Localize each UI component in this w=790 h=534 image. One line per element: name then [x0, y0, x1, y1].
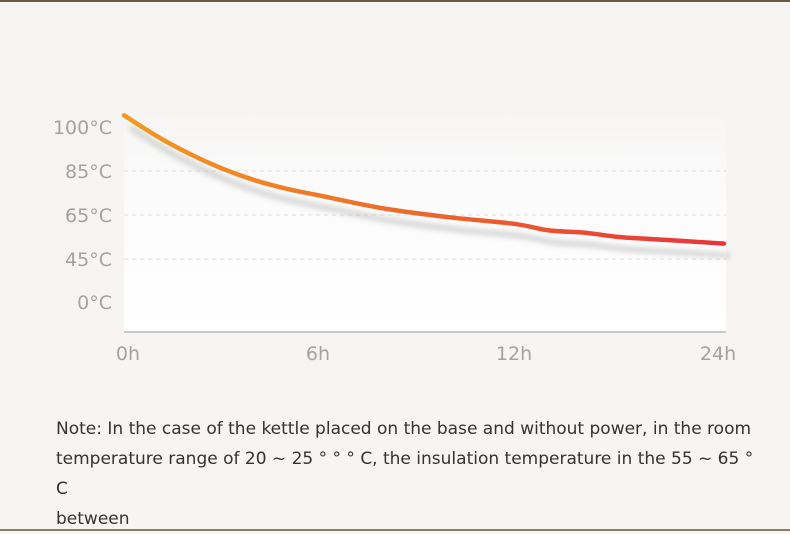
y-tick-label: 65°C: [65, 205, 112, 227]
bottom-border: [0, 529, 790, 531]
y-axis-labels: 100°C 85°C 65°C 45°C 0°C: [53, 117, 112, 314]
note-line-2: temperature range of 20 ~ 25 ° ° ° C, th…: [56, 449, 754, 499]
top-border: [0, 0, 790, 2]
x-tick-label: 0h: [116, 343, 140, 365]
y-tick-label: 100°C: [53, 117, 112, 139]
series-line: [121, 113, 727, 246]
x-tick-label: 24h: [700, 343, 736, 365]
y-tick-label: 85°C: [65, 161, 112, 183]
y-tick-label: 0°C: [77, 292, 112, 314]
note-line-3: between: [56, 509, 130, 529]
y-tick-label: 45°C: [65, 249, 112, 271]
note-line-1: Note: In the case of the kettle placed o…: [56, 419, 752, 439]
x-tick-label: 6h: [306, 343, 330, 365]
temperature-chart: 100°C 85°C 65°C 45°C 0°C 0h 6h 12h 24h: [53, 110, 736, 365]
x-axis-labels: 0h 6h 12h 24h: [116, 343, 736, 365]
note-text: Note: In the case of the kettle placed o…: [56, 414, 766, 534]
series-line-shadow: [128, 125, 731, 259]
x-tick-label: 12h: [496, 343, 532, 365]
plot-area: [124, 110, 726, 332]
